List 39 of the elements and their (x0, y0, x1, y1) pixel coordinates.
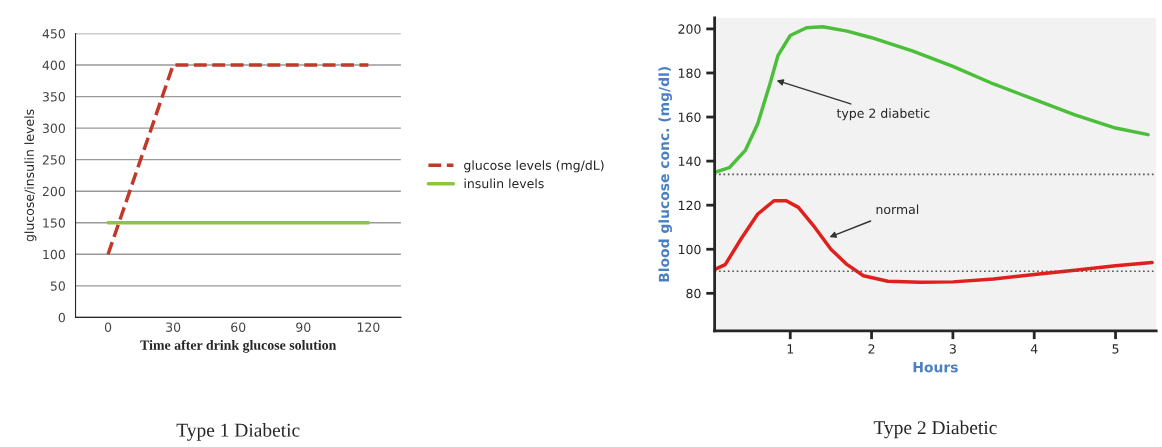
text: Type 1 Diabetic (176, 423, 300, 441)
y-axis-title: glucose/insulin levels (24, 109, 37, 242)
legend-label: insulin levels (464, 178, 544, 189)
line-series (714, 199, 1154, 285)
x-tick-label: 120 (357, 322, 380, 332)
y-tick-label: 80 (686, 288, 701, 299)
x-axis-title: Time after drink glucose solution (140, 339, 337, 353)
x-tick-label: 90 (296, 322, 311, 332)
y-axis-title: Blood glucose conc. (mg/dl) (658, 67, 673, 282)
y-tick-label: 350 (42, 92, 65, 102)
x-tick-label: 3 (949, 344, 956, 354)
x-axis-title: Hours (913, 362, 958, 373)
x-tick-label: 30 (166, 322, 181, 332)
annotation: normal (876, 204, 919, 215)
line-series (714, 24, 1150, 174)
y-tick-label: 180 (678, 68, 701, 78)
y-tick-label: 140 (678, 156, 701, 167)
y-tick-label: 160 (678, 112, 701, 122)
y-tick-label: 120 (678, 200, 701, 211)
y-tick-label: 100 (678, 244, 701, 255)
y-tick-label: 200 (42, 186, 65, 197)
legend-label: glucose levels (mg/dL) (464, 160, 604, 173)
y-tick-label: 50 (50, 281, 65, 291)
x-tick-label: 2 (868, 344, 875, 354)
y-tick-label: 300 (42, 123, 65, 134)
y-tick-label: 450 (42, 29, 65, 39)
x-tick-label: 60 (231, 322, 246, 332)
x-tick-label: 4 (1030, 344, 1038, 354)
x-tick-label: 5 (1112, 344, 1119, 354)
y-tick-label: 200 (678, 24, 701, 34)
y-tick-label: 250 (42, 155, 65, 165)
annotation: type 2 diabetic (836, 108, 930, 121)
y-tick-label: 400 (42, 60, 65, 70)
y-tick-label: 150 (43, 218, 65, 228)
text: Type 2 Diabetic (873, 420, 997, 439)
x-tick-label: 0 (104, 322, 112, 332)
x-tick-label: 1 (787, 344, 794, 354)
y-tick-label: 100 (43, 249, 65, 260)
y-tick-label: 0 (58, 312, 65, 323)
